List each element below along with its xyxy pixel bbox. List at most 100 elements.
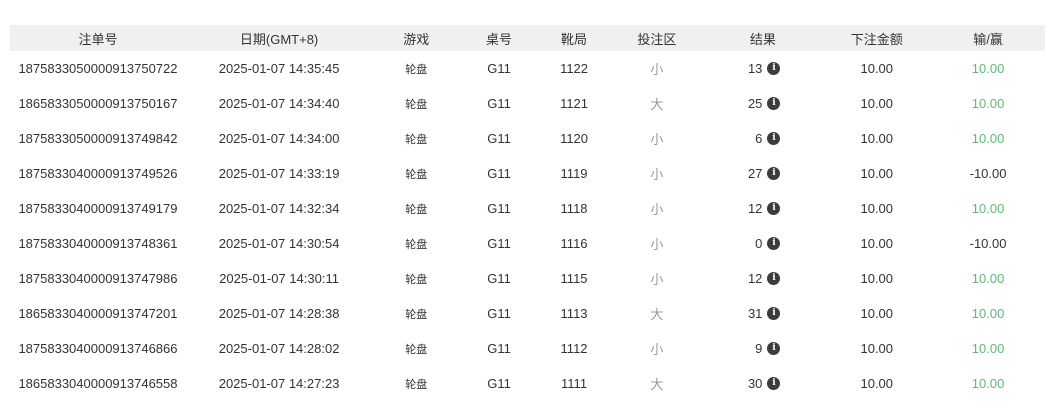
table-row: 1875833050000913749842 2025-01-07 14:34:0… bbox=[10, 121, 1045, 156]
cell-bet-amount: 10.00 bbox=[860, 201, 894, 216]
table-row: 1875833050000913750722 2025-01-07 14:35:4… bbox=[10, 51, 1045, 86]
table-header-row: 注单号 日期(GMT+8) 游戏 桌号 靴局 投注区 结果 下注金额 输/赢 bbox=[10, 25, 1045, 51]
cell-win-loss: 10.00 bbox=[971, 306, 1005, 321]
result-group: 27 i bbox=[745, 166, 781, 181]
cell-game: 轮盘 bbox=[405, 378, 428, 391]
cell-result: 27 i bbox=[703, 156, 822, 191]
col-header-shoe-round: 靴局 bbox=[561, 31, 588, 47]
col-header-date: 日期(GMT+8) bbox=[239, 31, 319, 47]
cell-bet-area: 小 bbox=[650, 272, 664, 287]
cell-date: 2025-01-07 14:34:00 bbox=[218, 131, 340, 146]
result-group: 12 i bbox=[745, 201, 781, 216]
table-row: 1865833040000913746558 2025-01-07 14:27:2… bbox=[10, 366, 1045, 401]
cell-game: 轮盘 bbox=[405, 168, 428, 181]
cell-bet-id: 1875833040000913748361 bbox=[18, 236, 178, 251]
cell-game: 轮盘 bbox=[405, 273, 428, 286]
cell-bet-amount: 10.00 bbox=[860, 166, 894, 181]
result-group: 25 i bbox=[745, 96, 781, 111]
result-number: 31 bbox=[747, 306, 763, 321]
table-row: 1875833040000913748361 2025-01-07 14:30:5… bbox=[10, 226, 1045, 261]
info-icon[interactable]: i bbox=[767, 97, 781, 110]
col-header-bet-area: 投注区 bbox=[637, 31, 677, 47]
cell-bet-area: 小 bbox=[650, 62, 664, 77]
table-row: 1875833040000913747986 2025-01-07 14:30:1… bbox=[10, 261, 1045, 296]
cell-win-loss: 10.00 bbox=[971, 271, 1005, 286]
cell-bet-id: 1865833050000913750167 bbox=[18, 96, 178, 111]
cell-result: 12 i bbox=[703, 191, 822, 226]
cell-shoe-round: 1120 bbox=[560, 131, 589, 146]
result-number: 30 bbox=[747, 376, 763, 391]
info-icon[interactable]: i bbox=[767, 307, 781, 320]
cell-bet-amount: 10.00 bbox=[860, 271, 894, 286]
cell-bet-id: 1865833040000913746558 bbox=[18, 376, 178, 391]
cell-bet-id: 1875833050000913750722 bbox=[18, 61, 178, 76]
bet-history-table-container: 注单号 日期(GMT+8) 游戏 桌号 靴局 投注区 结果 下注金额 输/赢 187583305… bbox=[10, 25, 1045, 401]
cell-result: 31 i bbox=[703, 296, 822, 331]
cell-table-no: G11 bbox=[487, 96, 511, 111]
info-icon[interactable]: i bbox=[767, 377, 781, 390]
cell-table-no: G11 bbox=[487, 236, 511, 251]
cell-result: 12 i bbox=[703, 261, 822, 296]
cell-bet-amount: 10.00 bbox=[860, 306, 894, 321]
cell-table-no: G11 bbox=[487, 306, 511, 321]
result-number: 12 bbox=[747, 271, 763, 286]
cell-result: 25 i bbox=[703, 86, 822, 121]
cell-game: 轮盘 bbox=[405, 203, 428, 216]
cell-win-loss: 10.00 bbox=[971, 131, 1005, 146]
cell-date: 2025-01-07 14:28:02 bbox=[218, 341, 340, 356]
cell-shoe-round: 1118 bbox=[560, 201, 588, 216]
cell-bet-amount: 10.00 bbox=[860, 236, 894, 251]
result-number: 0 bbox=[755, 236, 763, 251]
cell-shoe-round: 1121 bbox=[560, 96, 589, 111]
cell-shoe-round: 1111 bbox=[561, 376, 588, 391]
info-icon[interactable]: i bbox=[767, 202, 781, 215]
cell-date: 2025-01-07 14:34:40 bbox=[218, 96, 340, 111]
cell-bet-amount: 10.00 bbox=[860, 96, 894, 111]
cell-bet-amount: 10.00 bbox=[860, 341, 894, 356]
cell-date: 2025-01-07 14:32:34 bbox=[218, 201, 340, 216]
cell-date: 2025-01-07 14:30:54 bbox=[218, 236, 340, 251]
cell-bet-area: 大 bbox=[650, 307, 664, 322]
col-header-win-loss: 输/赢 bbox=[973, 31, 1003, 47]
cell-win-loss: -10.00 bbox=[969, 166, 1007, 181]
cell-bet-id: 1875833040000913746866 bbox=[18, 341, 178, 356]
table-row: 1875833040000913749179 2025-01-07 14:32:3… bbox=[10, 191, 1045, 226]
col-header-table-no: 桌号 bbox=[486, 31, 513, 47]
cell-bet-area: 小 bbox=[650, 132, 664, 147]
cell-game: 轮盘 bbox=[405, 343, 428, 356]
table-row: 1865833050000913750167 2025-01-07 14:34:4… bbox=[10, 86, 1045, 121]
info-icon[interactable]: i bbox=[767, 167, 781, 180]
cell-date: 2025-01-07 14:33:19 bbox=[218, 166, 340, 181]
info-icon[interactable]: i bbox=[767, 62, 781, 75]
cell-game: 轮盘 bbox=[405, 133, 428, 146]
cell-table-no: G11 bbox=[487, 61, 511, 76]
cell-win-loss: -10.00 bbox=[969, 236, 1007, 251]
cell-date: 2025-01-07 14:35:45 bbox=[218, 61, 340, 76]
result-number: 9 bbox=[755, 341, 763, 356]
table-body: 1875833050000913750722 2025-01-07 14:35:4… bbox=[10, 51, 1045, 401]
cell-win-loss: 10.00 bbox=[971, 96, 1005, 111]
cell-bet-id: 1875833040000913747986 bbox=[18, 271, 178, 286]
cell-table-no: G11 bbox=[487, 131, 511, 146]
cell-game: 轮盘 bbox=[405, 63, 428, 76]
bet-history-table: 注单号 日期(GMT+8) 游戏 桌号 靴局 投注区 结果 下注金额 输/赢 187583305… bbox=[10, 25, 1045, 401]
cell-bet-area: 大 bbox=[650, 377, 664, 392]
cell-result: 30 i bbox=[703, 366, 822, 401]
cell-win-loss: 10.00 bbox=[971, 341, 1005, 356]
cell-shoe-round: 1119 bbox=[560, 166, 588, 181]
table-header: 注单号 日期(GMT+8) 游戏 桌号 靴局 投注区 结果 下注金额 输/赢 bbox=[10, 25, 1045, 51]
cell-game: 轮盘 bbox=[405, 238, 428, 251]
cell-table-no: G11 bbox=[487, 376, 511, 391]
info-icon[interactable]: i bbox=[767, 272, 781, 285]
cell-win-loss: 10.00 bbox=[971, 201, 1005, 216]
info-icon[interactable]: i bbox=[767, 342, 781, 355]
cell-bet-id: 1865833040000913747201 bbox=[18, 306, 178, 321]
cell-date: 2025-01-07 14:27:23 bbox=[218, 376, 340, 391]
info-icon[interactable]: i bbox=[767, 237, 781, 250]
info-icon[interactable]: i bbox=[767, 132, 781, 145]
result-group: 12 i bbox=[745, 271, 781, 286]
